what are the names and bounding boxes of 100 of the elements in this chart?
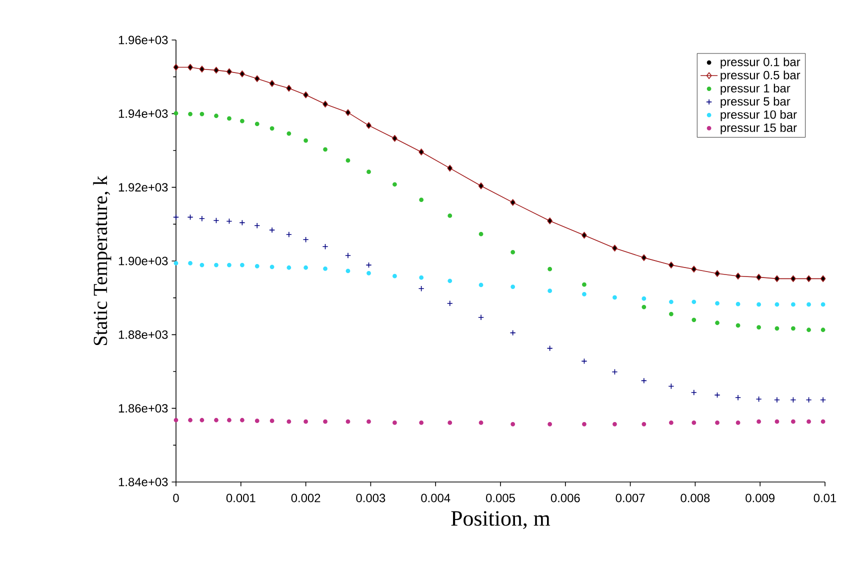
point	[286, 131, 292, 136]
point	[546, 345, 553, 352]
point	[448, 278, 452, 284]
point	[756, 396, 762, 402]
point	[174, 261, 178, 266]
x-tick-label: 0.002	[291, 494, 320, 502]
legend-label: pressur 0.1 bar	[720, 57, 800, 69]
point	[582, 292, 586, 296]
point	[791, 326, 796, 331]
point	[240, 418, 244, 422]
point	[582, 422, 586, 426]
point	[419, 275, 424, 280]
point	[806, 396, 812, 403]
point	[226, 218, 232, 224]
point	[188, 112, 192, 116]
point	[366, 170, 371, 174]
point	[774, 302, 780, 307]
point	[392, 274, 397, 278]
legend-label: pressur 1 bar	[720, 84, 790, 95]
legend-label: pressur 5 bar	[720, 96, 790, 108]
point	[174, 111, 178, 116]
point	[774, 419, 780, 424]
point	[198, 216, 205, 222]
point	[820, 396, 826, 403]
point	[669, 420, 674, 425]
point	[240, 118, 244, 124]
point	[510, 330, 516, 336]
point	[448, 214, 452, 218]
point	[612, 368, 618, 375]
point	[735, 394, 742, 401]
point	[714, 392, 720, 398]
point	[669, 300, 674, 304]
point	[692, 318, 696, 322]
point	[612, 295, 617, 300]
point	[642, 422, 646, 426]
point	[690, 390, 697, 396]
point	[774, 326, 780, 331]
point	[756, 302, 761, 307]
legend-label: pressur 0.5 bar	[720, 70, 800, 82]
point	[323, 147, 328, 152]
point	[254, 122, 260, 126]
point	[270, 418, 274, 424]
point	[478, 314, 484, 320]
point	[581, 358, 588, 364]
point	[478, 282, 484, 288]
y-tick-label: 1.90e+03	[118, 256, 168, 266]
legend-label: pressur 10 bar	[720, 110, 797, 122]
point	[820, 419, 826, 424]
point	[736, 302, 740, 306]
point	[640, 378, 647, 384]
y-tick-label: 1.92e+03	[118, 183, 168, 192]
point	[715, 301, 720, 306]
point	[756, 419, 761, 424]
point	[214, 114, 218, 118]
point	[418, 286, 424, 292]
point	[448, 420, 452, 425]
x-tick-label: 0.001	[226, 494, 256, 502]
point	[254, 222, 260, 229]
point	[214, 418, 218, 422]
point	[736, 420, 740, 425]
point	[200, 418, 204, 422]
point	[790, 396, 796, 403]
point	[240, 262, 244, 268]
point	[286, 419, 292, 424]
x-axis-title: Position, m	[451, 511, 550, 529]
point	[227, 116, 232, 121]
point	[806, 302, 811, 307]
point	[200, 262, 204, 268]
point	[478, 232, 484, 236]
point	[548, 422, 552, 426]
y-tick-label: 1.86e+03	[118, 404, 168, 413]
point	[322, 244, 328, 250]
point	[582, 282, 586, 287]
point	[304, 419, 308, 424]
point	[715, 320, 720, 326]
x-tick-label: 0.005	[486, 494, 515, 502]
y-tick-label: 1.84e+03	[118, 478, 168, 486]
point	[366, 270, 371, 276]
point	[302, 236, 309, 243]
point	[286, 265, 292, 270]
point	[227, 262, 232, 268]
x-tick-label: 0.009	[746, 494, 774, 502]
point	[510, 284, 516, 289]
point	[392, 182, 397, 187]
point	[510, 422, 516, 426]
point	[715, 420, 720, 425]
point	[286, 231, 292, 238]
point	[254, 264, 260, 268]
point	[642, 304, 646, 310]
point	[392, 420, 397, 425]
x-tick-label: 0.003	[356, 494, 386, 502]
point	[692, 300, 696, 304]
y-tick-label: 1.88e+03	[118, 330, 168, 339]
point	[188, 418, 192, 422]
point	[346, 419, 350, 424]
legend-label: pressur 15 bar	[720, 123, 797, 134]
point	[366, 262, 372, 268]
point	[820, 328, 826, 332]
point	[419, 420, 424, 425]
point	[806, 419, 811, 424]
